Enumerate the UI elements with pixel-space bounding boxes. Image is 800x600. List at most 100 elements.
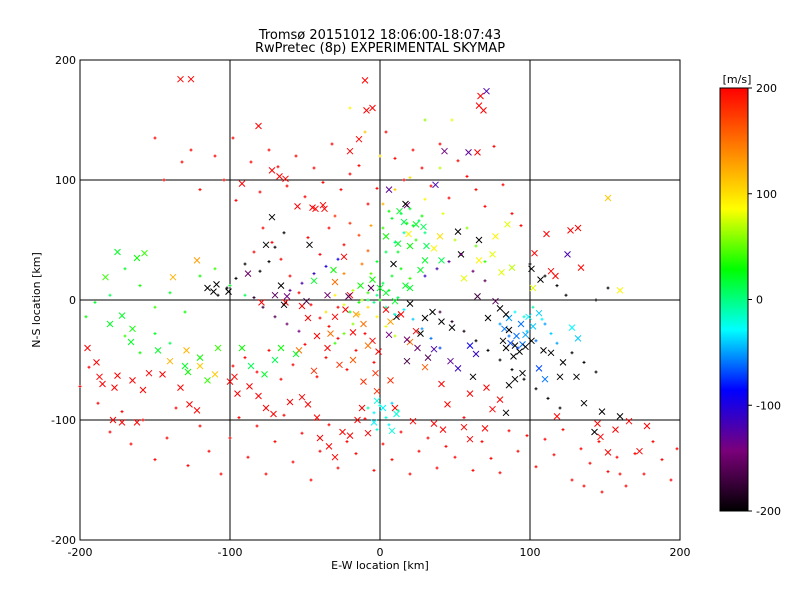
data-point-plus bbox=[288, 288, 292, 292]
data-point-plus bbox=[213, 267, 217, 271]
data-point-plus bbox=[198, 188, 202, 192]
x-tick-label: -200 bbox=[68, 546, 93, 559]
data-point-cross bbox=[363, 107, 370, 114]
data-point-cross bbox=[489, 405, 496, 413]
data-point-cross bbox=[502, 344, 510, 352]
data-point-plus bbox=[324, 356, 328, 360]
data-point-plus bbox=[390, 458, 394, 462]
data-point-plus bbox=[285, 184, 289, 188]
data-point-plus bbox=[273, 245, 277, 249]
data-point-cross bbox=[345, 293, 352, 300]
data-point-plus bbox=[276, 165, 280, 169]
data-point-plus bbox=[384, 130, 388, 134]
data-point-plus bbox=[426, 436, 430, 440]
data-point-plus bbox=[369, 272, 373, 276]
data-point-plus bbox=[429, 336, 433, 340]
data-point-cross bbox=[193, 407, 201, 414]
data-point-plus bbox=[606, 286, 610, 290]
data-point-plus bbox=[123, 267, 127, 271]
data-point-plus bbox=[624, 484, 628, 488]
data-point-cross bbox=[394, 240, 402, 247]
data-point-cross bbox=[454, 228, 462, 235]
data-point-cross bbox=[298, 393, 306, 401]
data-point-cross bbox=[406, 284, 414, 292]
data-point-cross bbox=[145, 369, 153, 377]
data-point-plus bbox=[306, 236, 310, 240]
data-point-plus bbox=[417, 449, 421, 453]
data-point-plus bbox=[372, 300, 376, 304]
data-point-cross bbox=[496, 396, 504, 403]
data-point-cross bbox=[516, 348, 523, 355]
data-point-cross bbox=[382, 233, 390, 240]
data-point-plus bbox=[519, 224, 523, 228]
data-point-plus bbox=[582, 484, 586, 488]
data-point-plus bbox=[189, 148, 193, 152]
data-point-plus bbox=[372, 468, 376, 472]
plot-area bbox=[78, 59, 681, 541]
data-point-cross bbox=[568, 324, 576, 331]
data-point-cross bbox=[303, 297, 310, 305]
data-point-plus bbox=[231, 364, 235, 368]
data-point-plus bbox=[402, 231, 406, 235]
data-point-plus bbox=[540, 317, 544, 321]
data-point-plus bbox=[252, 296, 256, 300]
data-point-plus bbox=[243, 356, 247, 360]
data-point-cross bbox=[255, 392, 262, 400]
data-point-plus bbox=[450, 320, 454, 324]
data-point-plus bbox=[345, 440, 349, 444]
data-point-cross bbox=[535, 365, 543, 372]
data-point-plus bbox=[480, 440, 484, 444]
data-point-plus bbox=[255, 424, 259, 428]
data-point-plus bbox=[363, 332, 367, 336]
data-point-plus bbox=[369, 224, 373, 228]
data-point-cross bbox=[406, 242, 414, 250]
data-point-cross bbox=[528, 265, 535, 273]
data-point-plus bbox=[606, 470, 610, 474]
data-point-plus bbox=[498, 322, 502, 326]
data-point-plus bbox=[318, 316, 322, 320]
data-point-plus bbox=[393, 240, 397, 244]
data-point-plus bbox=[465, 174, 469, 178]
data-point-cross bbox=[409, 417, 417, 425]
data-point-plus bbox=[153, 136, 157, 140]
data-point-plus bbox=[378, 298, 382, 302]
data-point-cross bbox=[177, 75, 184, 83]
data-point-cross bbox=[480, 107, 487, 114]
data-point-plus bbox=[462, 416, 466, 420]
data-point-plus bbox=[393, 312, 397, 316]
data-point-cross bbox=[133, 254, 141, 262]
data-point-plus bbox=[564, 293, 568, 297]
data-point-plus bbox=[384, 324, 388, 328]
data-point-plus bbox=[222, 178, 226, 182]
data-point-cross bbox=[432, 181, 439, 189]
data-point-plus bbox=[351, 288, 355, 292]
data-point-cross bbox=[331, 453, 339, 461]
data-point-cross bbox=[556, 373, 564, 381]
data-point-cross bbox=[96, 373, 103, 381]
data-point-cross bbox=[424, 354, 432, 361]
data-point-plus bbox=[348, 106, 352, 110]
data-point-plus bbox=[366, 249, 370, 253]
data-point-plus bbox=[336, 466, 340, 470]
data-point-plus bbox=[618, 472, 622, 476]
data-point-plus bbox=[357, 300, 361, 304]
data-point-plus bbox=[87, 365, 91, 369]
data-point-plus bbox=[399, 430, 403, 434]
data-point-plus bbox=[342, 303, 346, 307]
data-point-plus bbox=[384, 250, 388, 254]
data-point-plus bbox=[522, 315, 526, 319]
data-point-cross bbox=[469, 373, 477, 381]
data-point-cross bbox=[352, 311, 360, 318]
data-point-cross bbox=[417, 330, 424, 337]
data-point-cross bbox=[213, 281, 220, 288]
data-point-cross bbox=[141, 249, 148, 257]
data-point-cross bbox=[204, 284, 211, 292]
data-point-plus bbox=[324, 264, 328, 268]
data-point-plus bbox=[78, 384, 82, 388]
data-point-cross bbox=[364, 429, 372, 437]
data-point-cross bbox=[474, 293, 481, 300]
data-point-plus bbox=[483, 204, 487, 208]
data-point-plus bbox=[366, 406, 370, 410]
data-point-plus bbox=[408, 207, 412, 211]
data-point-plus bbox=[234, 276, 238, 280]
